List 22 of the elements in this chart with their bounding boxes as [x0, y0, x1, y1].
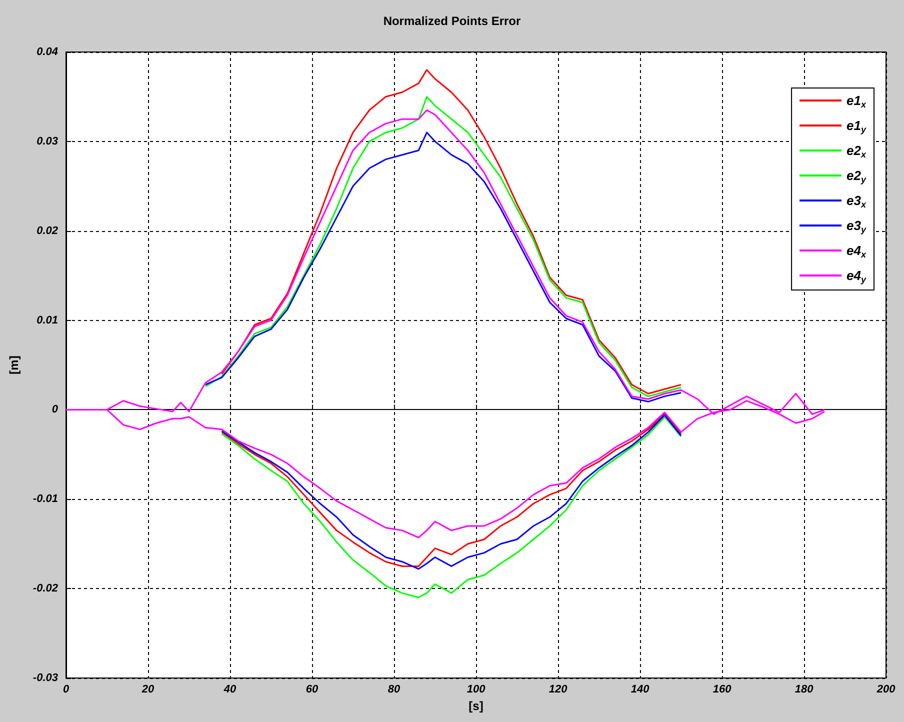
x-tick-label: 20: [140, 684, 155, 696]
x-tick-label: 80: [388, 684, 401, 696]
x-tick-label: 140: [630, 684, 650, 696]
x-tick-label: 0: [62, 684, 70, 696]
x-tick-label: 200: [876, 684, 896, 696]
y-tick-label: 0.03: [36, 135, 58, 148]
y-tick-label: 0.02: [36, 224, 58, 237]
x-tick-label: 40: [222, 684, 237, 696]
x-tick-label: 100: [466, 684, 486, 696]
x-axis-title: [s]: [468, 698, 484, 713]
x-tick-label: 180: [794, 684, 814, 696]
x-tick-label: 60: [306, 684, 319, 696]
y-tick-label: 0.01: [36, 314, 58, 326]
y-tick-label: 0.04: [36, 46, 58, 58]
y-axis-title: [m]: [7, 356, 21, 374]
y-tick-label: 0: [52, 404, 59, 416]
y-tick-label: -0.02: [32, 582, 58, 595]
x-tick-label: 120: [548, 684, 568, 696]
chart-title: Normalized Points Error: [383, 14, 522, 28]
x-tick-label: 160: [712, 684, 732, 696]
y-tick-label: -0.01: [32, 493, 58, 506]
y-tick-label: -0.03: [32, 672, 58, 684]
